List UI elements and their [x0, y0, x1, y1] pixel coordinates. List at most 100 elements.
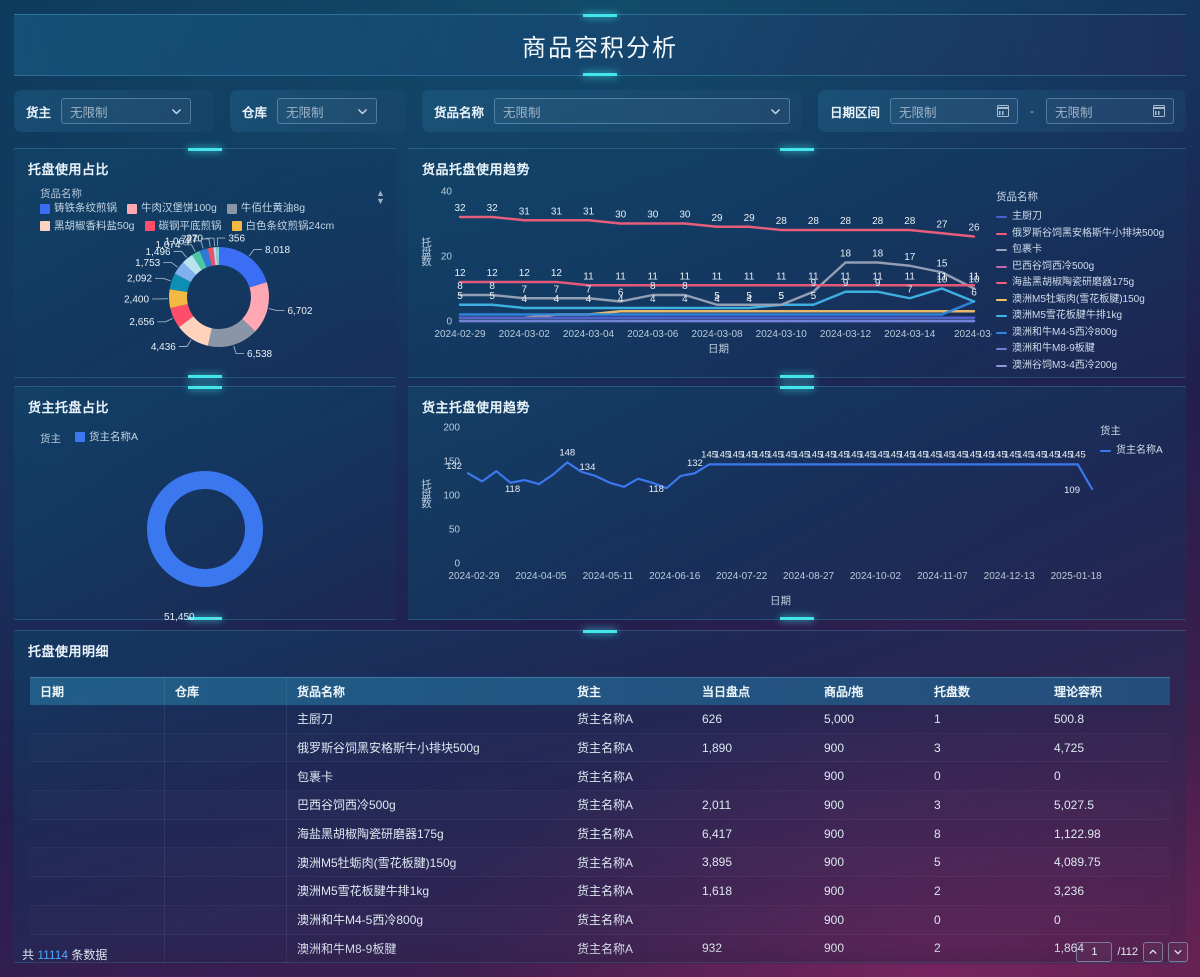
pie-slice[interactable] [192, 250, 207, 271]
data-point-label: 8 [457, 281, 463, 292]
legend-item[interactable]: 货主名称A [75, 429, 138, 444]
legend-item[interactable]: 俄罗斯谷饲黑安格斯牛小排块500g [996, 226, 1164, 243]
trend-line[interactable] [458, 215, 976, 238]
legend-item[interactable]: 包裹卡 [996, 242, 1164, 259]
table-row[interactable]: 澳洲M5雪花板腱牛排1kg 货主名称A 1,618 900 2 3,236 [30, 877, 1170, 906]
filter-warehouse-select[interactable]: 无限制 [277, 98, 378, 124]
legend-swatch [127, 203, 137, 214]
legend-item[interactable]: 牛肉汉堡饼100g [127, 201, 217, 216]
panel-title: 托盘使用占比 [28, 162, 110, 177]
legend-item[interactable]: 货主名称A [1100, 443, 1163, 460]
table-cell: 4,725 [1054, 740, 1085, 755]
legend-item[interactable]: 澳洲和牛M4-5西冷800g [996, 325, 1164, 342]
table-cell: 澳洲和牛M4-5西冷800g [297, 913, 424, 928]
table-cell: 3,895 [702, 855, 733, 870]
table-cell: 8 [934, 826, 941, 841]
table-row[interactable]: 澳洲和牛M8-9板腱货主名称A93290021,864 [30, 935, 1170, 964]
data-point-label: 11 [776, 271, 787, 282]
table-column-header[interactable]: 当日盘点 [702, 685, 751, 699]
trend-line[interactable] [458, 280, 976, 287]
table-row[interactable]: 海盐黑胡椒陶瓷研磨器175g 货主名称A 6,417 900 8 1,122.98 [30, 820, 1170, 849]
data-point-label: 145 [859, 449, 875, 460]
legend-item[interactable]: 牛佰仕黄油8g [226, 201, 305, 216]
table-row[interactable]: 主厨刀 货主名称A 626 5,000 1 500.8 [30, 705, 1170, 734]
table-column-header[interactable]: 货品名称 [297, 685, 346, 699]
panel-title: 货主托盘占比 [28, 400, 110, 415]
chevron-down-icon [357, 106, 368, 117]
table-column-header[interactable]: 托盘数 [934, 685, 971, 699]
dashboard-header: 商品容积分析 [14, 14, 1186, 76]
pie-slice[interactable] [242, 282, 269, 332]
pie-slice[interactable] [207, 319, 256, 347]
table-row[interactable]: 澳洲M5牡蛎肉(雪花板腱)150g 货主名称A 3,895 900 5 4,089.75 [30, 848, 1170, 878]
pie-slice[interactable] [169, 273, 191, 293]
pie-leader-line [248, 249, 262, 257]
legend-item[interactable]: 海盐黑胡椒陶瓷研磨器175g [996, 275, 1164, 292]
x-tick-label: 2024-05-11 [583, 571, 634, 582]
legend-item[interactable]: 碳钢平底煎锅 [144, 219, 222, 234]
legend-swatch [144, 221, 155, 231]
filter-bar: 货主 无限制 仓库 无限制 货品名称 无限制 [14, 90, 1186, 132]
legend-item[interactable]: 主厨刀 [996, 209, 1164, 226]
filter-date-to[interactable]: 无限制 [1046, 98, 1174, 124]
pie-slice[interactable] [174, 262, 196, 283]
owner-pallet-trend-line-chart: 0501001502001321481181341181321451451451… [443, 423, 1102, 583]
data-point-label: 9 [811, 278, 817, 289]
pie-slice[interactable] [207, 247, 216, 266]
pie-slice[interactable] [170, 304, 194, 328]
page-input[interactable]: 1 [1076, 942, 1113, 962]
data-point-label: 4 [554, 294, 560, 305]
legend-scroll-arrows[interactable]: ▲ ▼ [376, 188, 385, 206]
table-column-header[interactable]: 仓库 [175, 685, 200, 699]
filter-goods-label: 货品名称 [434, 105, 485, 120]
legend-item[interactable]: 澳洲和牛M8-9板腱 [996, 341, 1164, 358]
pie-slice[interactable] [182, 254, 202, 275]
table-column-header[interactable]: 商品/拖 [824, 685, 864, 699]
legend-item[interactable]: 黑胡椒香料盐50g [40, 219, 135, 234]
legend-item[interactable]: 铸铁条纹煎锅 [40, 201, 117, 216]
pie-slice[interactable] [179, 316, 212, 346]
table-column-header[interactable]: 货主 [577, 685, 602, 699]
pie-slice[interactable] [213, 247, 218, 266]
legend-item[interactable]: 澳洲M5牡蛎肉(雪花板腱)150g [996, 292, 1164, 309]
data-point-label: 9 [843, 278, 849, 289]
data-point-label: 5 [746, 291, 752, 302]
pie-leader-line [268, 308, 285, 311]
table-cell: 5 [934, 855, 941, 870]
table-column-header[interactable]: 理论容积 [1054, 685, 1103, 699]
pie-value-label: 2,400 [124, 294, 149, 305]
pie-slice[interactable] [146, 471, 263, 587]
table-row[interactable]: 澳洲和牛M4-5西冷800g 货主名称A 900 0 0 [30, 906, 1170, 935]
table-row[interactable]: 俄罗斯谷饲黑安格斯牛小排块500g 货主名称A 1,890 900 3 4,725 [30, 734, 1170, 763]
legend-item[interactable]: 澳洲谷饲M3-4西冷200g [996, 358, 1164, 375]
filter-owner-select[interactable]: 无限制 [61, 98, 192, 124]
trend-line[interactable] [458, 287, 976, 310]
trend-line[interactable] [458, 300, 976, 316]
panel-owner-pallet-ratio: 货主托盘占比 货主 货主名称A 51,450 [14, 386, 396, 623]
data-point-label: 8 [650, 281, 656, 292]
pie-slice[interactable] [168, 289, 188, 309]
panel-goods-pallet-trend: 货品托盘使用趋势 托盘数 日期 0 20 40 32 32 31 31 31 30 30 30 29 2… [408, 148, 1186, 378]
trend-line[interactable] [466, 461, 1094, 490]
legend-item[interactable]: 巴西谷饲西冷500g [996, 259, 1164, 276]
trend-line[interactable] [458, 261, 976, 306]
pie-slice[interactable] [199, 248, 212, 268]
filter-date-from[interactable]: 无限制 [890, 98, 1018, 124]
table-row[interactable]: 巴西谷饲西冷500g 货主名称A 2,011 900 3 5,027.5 [30, 791, 1170, 820]
legend-item[interactable]: 澳洲M5雪花板腱牛排1kg [996, 308, 1164, 325]
data-point-label: 12 [551, 268, 563, 279]
table-column-header[interactable]: 日期 [40, 685, 65, 699]
table-body: 主厨刀 货主名称A 626 5,000 1 500.8 俄罗斯谷饲黑安格斯牛小排块500g 货… [30, 705, 1170, 964]
table-cell: 5,027.5 [1054, 797, 1095, 812]
pie-slice[interactable] [219, 247, 267, 288]
data-point-label: 29 [711, 213, 723, 224]
page-next-button[interactable] [1168, 942, 1188, 962]
legend-row: 黑胡椒香料盐50g 碳钢平底煎锅 白色条纹煎锅24cm [40, 219, 344, 237]
table-row[interactable]: 包裹卡 货主名称A 900 0 0 [30, 762, 1170, 792]
legend-item[interactable]: 白色条纹煎锅24cm [231, 219, 334, 234]
y-axis-label: 托盘数 [420, 237, 432, 266]
filter-goods-select[interactable]: 无限制 [494, 98, 790, 124]
page-prev-button[interactable] [1143, 942, 1163, 962]
total-suffix: 条数据 [71, 948, 108, 962]
pie-slice[interactable] [216, 247, 219, 266]
